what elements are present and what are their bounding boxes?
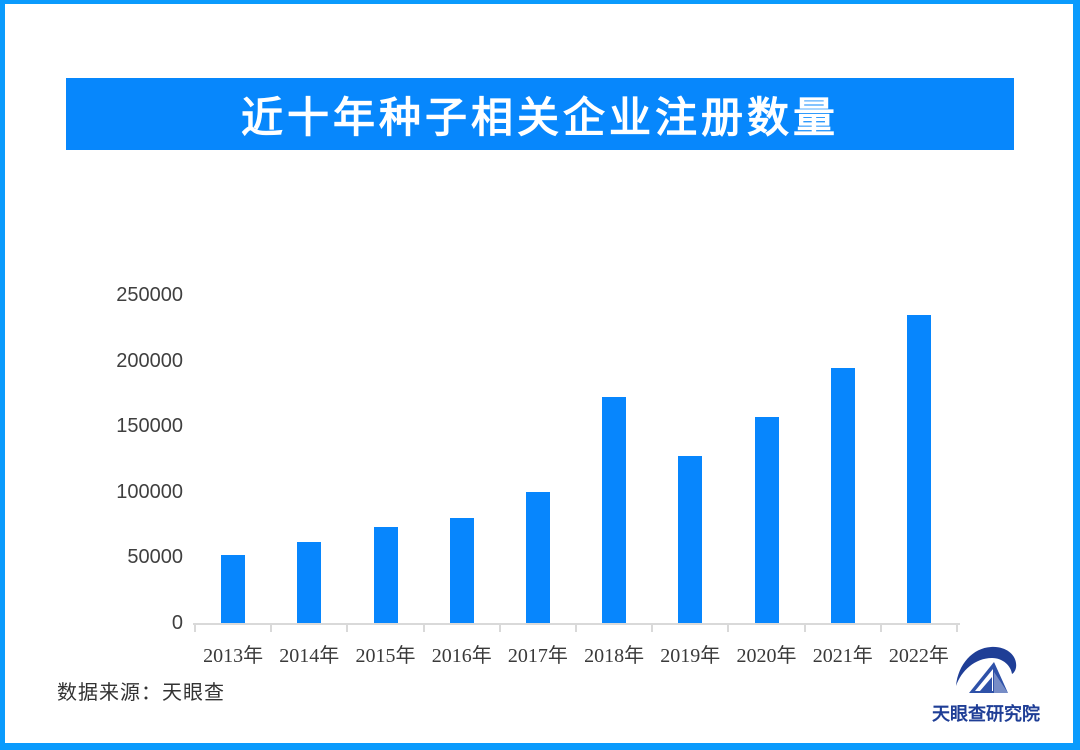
chart-title-banner: 近十年种子相关企业注册数量 [66, 78, 1014, 150]
x-axis-tick-label: 2020年 [736, 645, 797, 667]
y-axis-tick-label: 100000 [116, 480, 183, 503]
x-axis-tick [651, 623, 654, 632]
y-axis-tick-label: 200000 [116, 349, 183, 372]
x-axis-tick-label: 2021年 [812, 645, 873, 667]
tianyancha-logo-text: 天眼查研究院 [932, 704, 1040, 724]
bar-2019年 [678, 456, 703, 623]
x-axis-tick [346, 623, 349, 632]
bar-chart: 0 50000 100000 150000 200000 250000 2013年 2014年… [5, 4, 1073, 743]
bar-2022年 [906, 315, 931, 623]
x-axis-tick-label: 2014年 [279, 645, 340, 667]
y-axis-tick-label: 150000 [116, 415, 183, 438]
data-source-note: 数据来源：天眼查 [57, 682, 225, 704]
bar-2020年 [754, 417, 779, 623]
x-axis-tick-label: 2019年 [660, 645, 721, 667]
bar-2014年 [297, 542, 322, 623]
bar-2018年 [602, 397, 627, 623]
bar-2021年 [830, 368, 855, 623]
y-axis-tick-label: 0 [171, 612, 183, 634]
bar-2015年 [373, 527, 398, 623]
x-axis-tick-label: 2013年 [203, 645, 264, 667]
page-title: 近十年种子相关企业注册数量 [240, 93, 839, 141]
bar-2013年 [221, 555, 246, 623]
tianyancha-logo: 天眼查研究院 [926, 644, 1046, 726]
x-axis-tick [879, 623, 882, 632]
x-axis-tick-label: 2022年 [888, 645, 949, 667]
y-axis-tick-label: 50000 [127, 546, 183, 569]
x-axis-tick [727, 623, 730, 632]
x-axis-tick [498, 623, 501, 632]
y-axis-tick-label: 250000 [116, 284, 183, 306]
tianyancha-logo-icon [956, 646, 1017, 693]
x-axis-tick [803, 623, 806, 632]
x-axis-tick-label: 2016年 [431, 645, 492, 667]
x-axis-tick-label: 2017年 [507, 645, 568, 667]
x-axis-tick [270, 623, 273, 632]
x-axis-tick [194, 623, 196, 632]
x-axis-tick-label: 2015年 [355, 645, 416, 667]
bar-2017年 [525, 492, 550, 623]
x-axis-tick-label: 2018年 [584, 645, 645, 667]
x-axis-tick [422, 623, 425, 632]
bar-2016年 [449, 518, 474, 623]
x-axis-tick [575, 623, 577, 632]
x-axis-tick [956, 623, 958, 632]
